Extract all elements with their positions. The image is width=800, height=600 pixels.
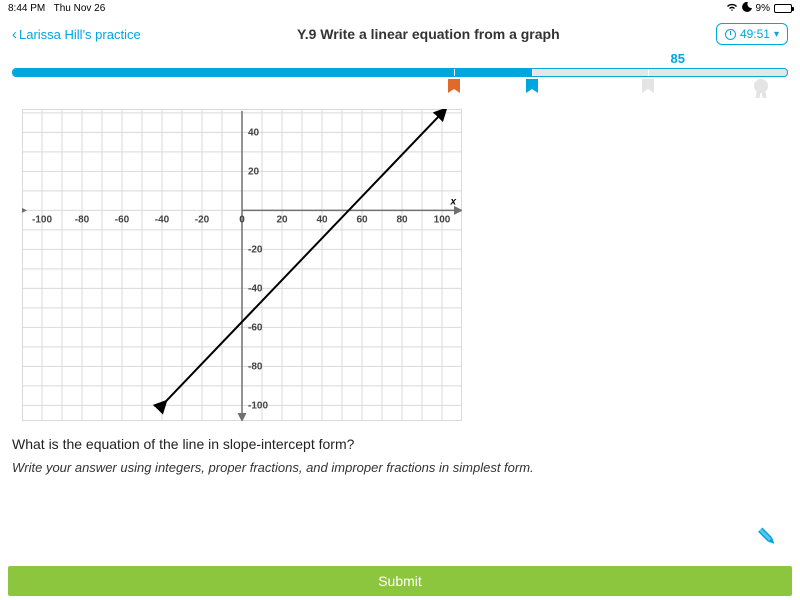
progress-divider (532, 69, 533, 76)
score-label: 85 (0, 51, 800, 66)
clock-icon (725, 29, 736, 40)
svg-text:20: 20 (248, 166, 260, 177)
chevron-left-icon: ‹ (12, 26, 17, 43)
svg-text:60: 60 (356, 214, 368, 225)
svg-text:0: 0 (239, 214, 245, 225)
chevron-down-icon: ▾ (774, 29, 779, 40)
graph-area: -100 -80 -60 -40 -20 0 20 40 60 80 100 40 20 -20 -40 -6… (0, 103, 800, 428)
status-time-date: 8:44 PM Thu Nov 26 (8, 3, 105, 14)
svg-text:-100: -100 (32, 214, 52, 225)
submit-button[interactable]: Submit (8, 566, 792, 596)
question-text: What is the equation of the line in slop… (0, 428, 800, 454)
status-bar: 8:44 PM Thu Nov 26 9% (0, 0, 800, 17)
progress-bar (12, 68, 788, 77)
coordinate-graph: -100 -80 -60 -40 -20 0 20 40 60 80 100 40 20 -20 -40 -6… (22, 109, 462, 421)
progress-divider (648, 69, 649, 76)
svg-text:20: 20 (276, 214, 288, 225)
svg-text:-40: -40 (248, 283, 263, 294)
svg-text:-80: -80 (75, 214, 90, 225)
progress-section (0, 66, 800, 103)
svg-text:-80: -80 (248, 361, 263, 372)
milestone-ribbon-icon (448, 79, 460, 95)
page-title: Y.9 Write a linear equation from a graph (141, 26, 716, 42)
svg-text:-20: -20 (248, 244, 263, 255)
header: ‹ Larissa Hill's practice Y.9 Write a li… (0, 17, 800, 51)
moon-icon (742, 2, 752, 15)
timer-value: 49:51 (740, 27, 770, 41)
status-time: 8:44 PM (8, 3, 45, 14)
milestone-badge-icon (754, 79, 768, 93)
svg-text:-40: -40 (155, 214, 170, 225)
wifi-icon (726, 3, 738, 15)
battery-percent: 9% (756, 3, 770, 14)
svg-text:-60: -60 (115, 214, 130, 225)
ribbon-row (12, 79, 788, 103)
milestone-ribbon-icon (526, 79, 538, 95)
svg-text:100: 100 (434, 214, 451, 225)
hint-text: Write your answer using integers, proper… (0, 454, 800, 481)
svg-text:80: 80 (396, 214, 408, 225)
svg-text:-20: -20 (195, 214, 210, 225)
svg-text:-100: -100 (248, 400, 268, 411)
back-button[interactable]: ‹ Larissa Hill's practice (12, 26, 141, 43)
milestone-ribbon-icon (642, 79, 654, 95)
svg-text:x: x (449, 196, 456, 207)
status-date: Thu Nov 26 (54, 3, 106, 14)
svg-text:40: 40 (248, 127, 260, 138)
timer-button[interactable]: 49:51 ▾ (716, 23, 788, 45)
svg-text:40: 40 (316, 214, 328, 225)
battery-icon (774, 4, 792, 13)
status-right: 9% (726, 2, 792, 15)
progress-divider (454, 69, 455, 76)
edit-pencil-icon[interactable] (752, 521, 787, 556)
back-label: Larissa Hill's practice (19, 27, 141, 42)
svg-text:-60: -60 (248, 322, 263, 333)
submit-label: Submit (378, 573, 422, 589)
